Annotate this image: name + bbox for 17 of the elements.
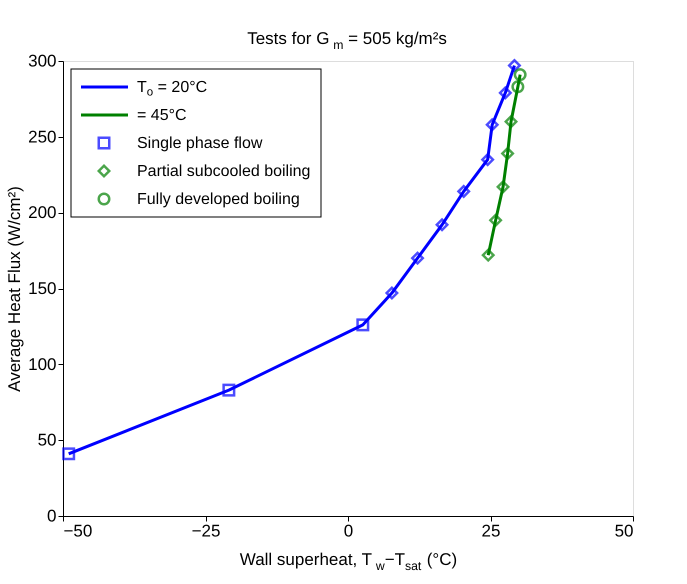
x-tick-label: −25: [192, 522, 220, 540]
legend-label: Fully developed boiling: [137, 191, 300, 208]
x-tick-label: −50: [64, 522, 92, 540]
x-tick-label: 25: [482, 522, 500, 540]
y-tick-label: 200: [28, 203, 56, 222]
legend-label: = 45°C: [137, 107, 187, 124]
y-tick-label: 100: [28, 354, 56, 374]
legend-label: Single phase flow: [137, 135, 263, 152]
x-tick-label: 50: [614, 522, 634, 540]
y-tick-label: 0: [47, 506, 56, 526]
legend-label: Partial subcooled boiling: [137, 163, 310, 180]
y-tick-label: 300: [28, 52, 56, 70]
x-tick-label: 0: [344, 522, 354, 540]
y-axis-title: Average Heat Flux (W/cm²): [5, 186, 24, 392]
y-tick-label: 50: [38, 430, 56, 450]
y-tick-label: 250: [28, 127, 56, 146]
y-tick-label: 150: [28, 279, 56, 298]
